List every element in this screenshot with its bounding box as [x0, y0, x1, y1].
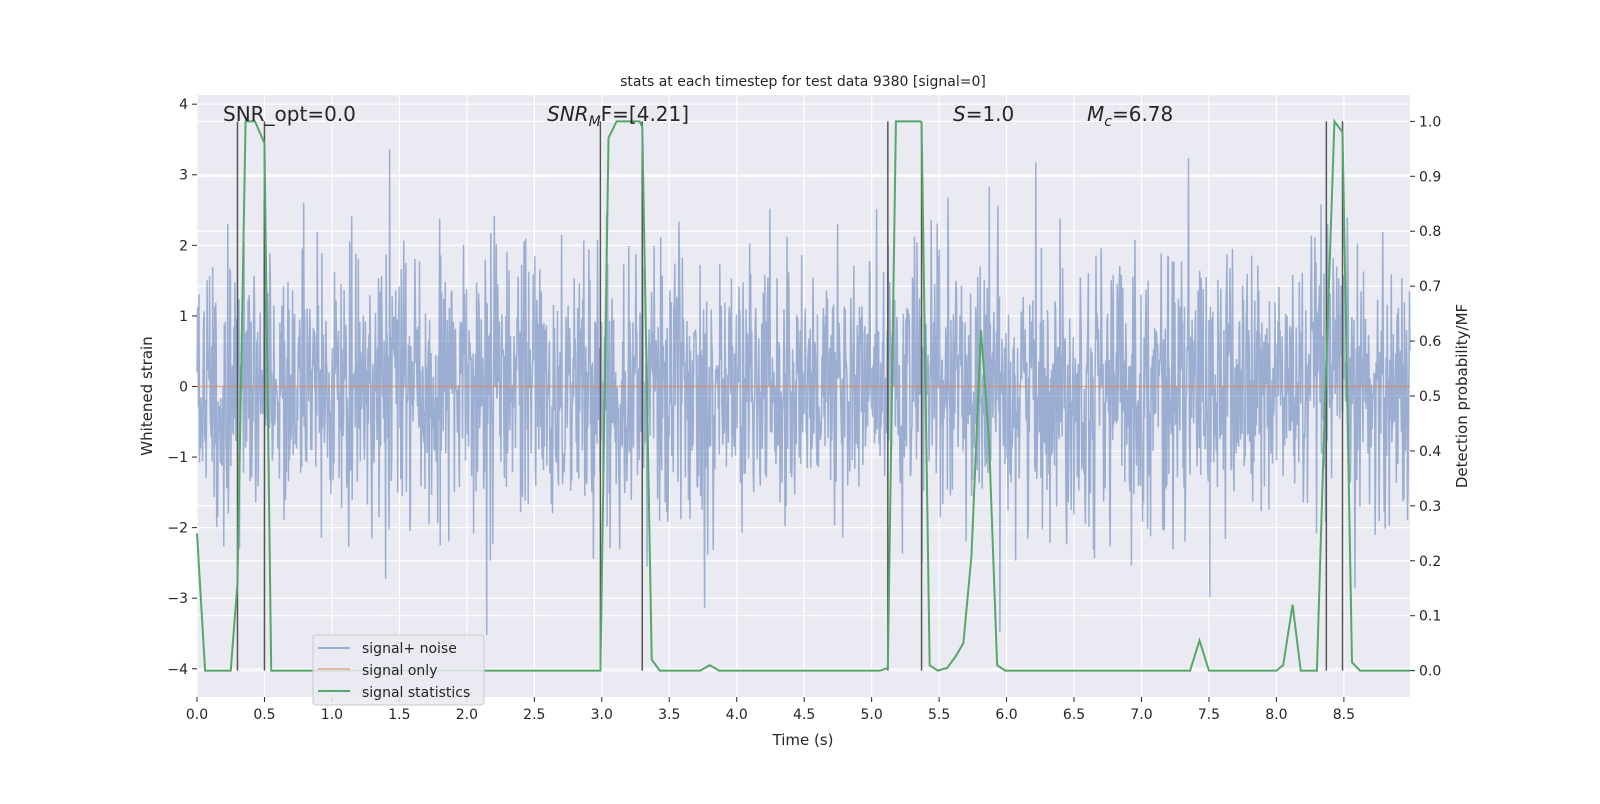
y2-tick-label: 1.0 [1419, 114, 1441, 130]
signal-statistics-line [196, 118, 1410, 672]
annotation-mc: Mc=6.78 [1087, 102, 1173, 130]
x-tick-label: 1.5 [388, 707, 410, 723]
y-tick-label: 4 [179, 97, 188, 113]
signal-statistics-series [196, 118, 1410, 672]
x-ticks: 0.0 0.5 1.0 1.5 2.0 2.5 3.0 3.5 4.0 4.5 5.0 5.5 6.0 6… [186, 697, 1355, 723]
noise-line [196, 149, 1411, 636]
y-tick-label: 2 [179, 238, 188, 254]
x-tick-label: 3.5 [658, 707, 680, 723]
chart-title: stats at each timestep for test data 938… [620, 74, 986, 90]
x-tick-label: 1.0 [321, 707, 343, 723]
y-tick-label: 1 [179, 309, 188, 325]
y2-tick-label: 0.6 [1419, 334, 1441, 350]
x-tick-label: 2.5 [523, 707, 545, 723]
annotations: SNR_opt=0.0 SNRMF=[4.21] S=1.0 Mc=6.78 [223, 102, 1173, 130]
y-tick-label: 3 [179, 168, 188, 184]
annotation-snr-opt: SNR_opt=0.0 [223, 102, 356, 126]
legend-label-signal: signal only [362, 663, 437, 679]
legend-label-noise: signal+ noise [362, 641, 457, 657]
legend-label-stats: signal statistics [362, 685, 470, 701]
y2-ticks: 1.0 0.9 0.8 0.7 0.6 0.5 0.4 0.3 0.2 0.1 0.0 [1410, 114, 1441, 680]
y2-tick-label: 0.2 [1419, 554, 1441, 570]
y2-tick-label: 0.4 [1419, 444, 1441, 460]
x-tick-label: 0.0 [186, 707, 208, 723]
x-tick-label: 8.5 [1333, 707, 1355, 723]
x-tick-label: 7.5 [1198, 707, 1220, 723]
y-tick-label: −2 [167, 521, 188, 537]
signal-noise-series [196, 149, 1411, 636]
y-tick-label: −4 [167, 662, 188, 678]
y2-tick-label: 0.7 [1419, 279, 1441, 295]
event-markers [236, 121, 1344, 671]
x-tick-label: 5.0 [861, 707, 883, 723]
y2-tick-label: 0.5 [1419, 389, 1441, 405]
legend: signal+ noise signal only signal statist… [312, 634, 485, 706]
y-tick-label: −3 [167, 591, 188, 607]
x-tick-label: 4.5 [793, 707, 815, 723]
x-tick-label: 6.0 [995, 707, 1017, 723]
x-tick-label: 8.0 [1265, 707, 1287, 723]
x-tick-label: 0.5 [253, 707, 275, 723]
y2-tick-label: 0.3 [1419, 499, 1441, 515]
x-tick-label: 2.0 [456, 707, 478, 723]
y-tick-label: −1 [167, 450, 188, 466]
x-axis-label: Time (s) [772, 731, 834, 749]
y2-tick-label: 0.1 [1419, 609, 1441, 625]
y2-tick-label: 0.9 [1419, 169, 1441, 185]
y-axis-label: Whitened strain [138, 336, 156, 455]
y2-axis-label: Detection probability/MF [1453, 304, 1471, 488]
y-tick-label: 0 [179, 379, 188, 395]
y-ticks: 4 3 2 1 0 −1 −2 −3 −4 [167, 97, 197, 678]
legend-box [312, 634, 485, 706]
y2-tick-label: 0.0 [1419, 664, 1441, 680]
annotation-snr-mf: SNRMF=[4.21] [547, 102, 689, 130]
y2-tick-label: 0.8 [1419, 224, 1441, 240]
x-tick-label: 6.5 [1063, 707, 1085, 723]
x-tick-label: 4.0 [726, 707, 748, 723]
x-tick-label: 7.0 [1130, 707, 1152, 723]
x-tick-label: 5.5 [928, 707, 950, 723]
annotation-s: S=1.0 [953, 102, 1014, 126]
x-tick-label: 3.0 [591, 707, 613, 723]
